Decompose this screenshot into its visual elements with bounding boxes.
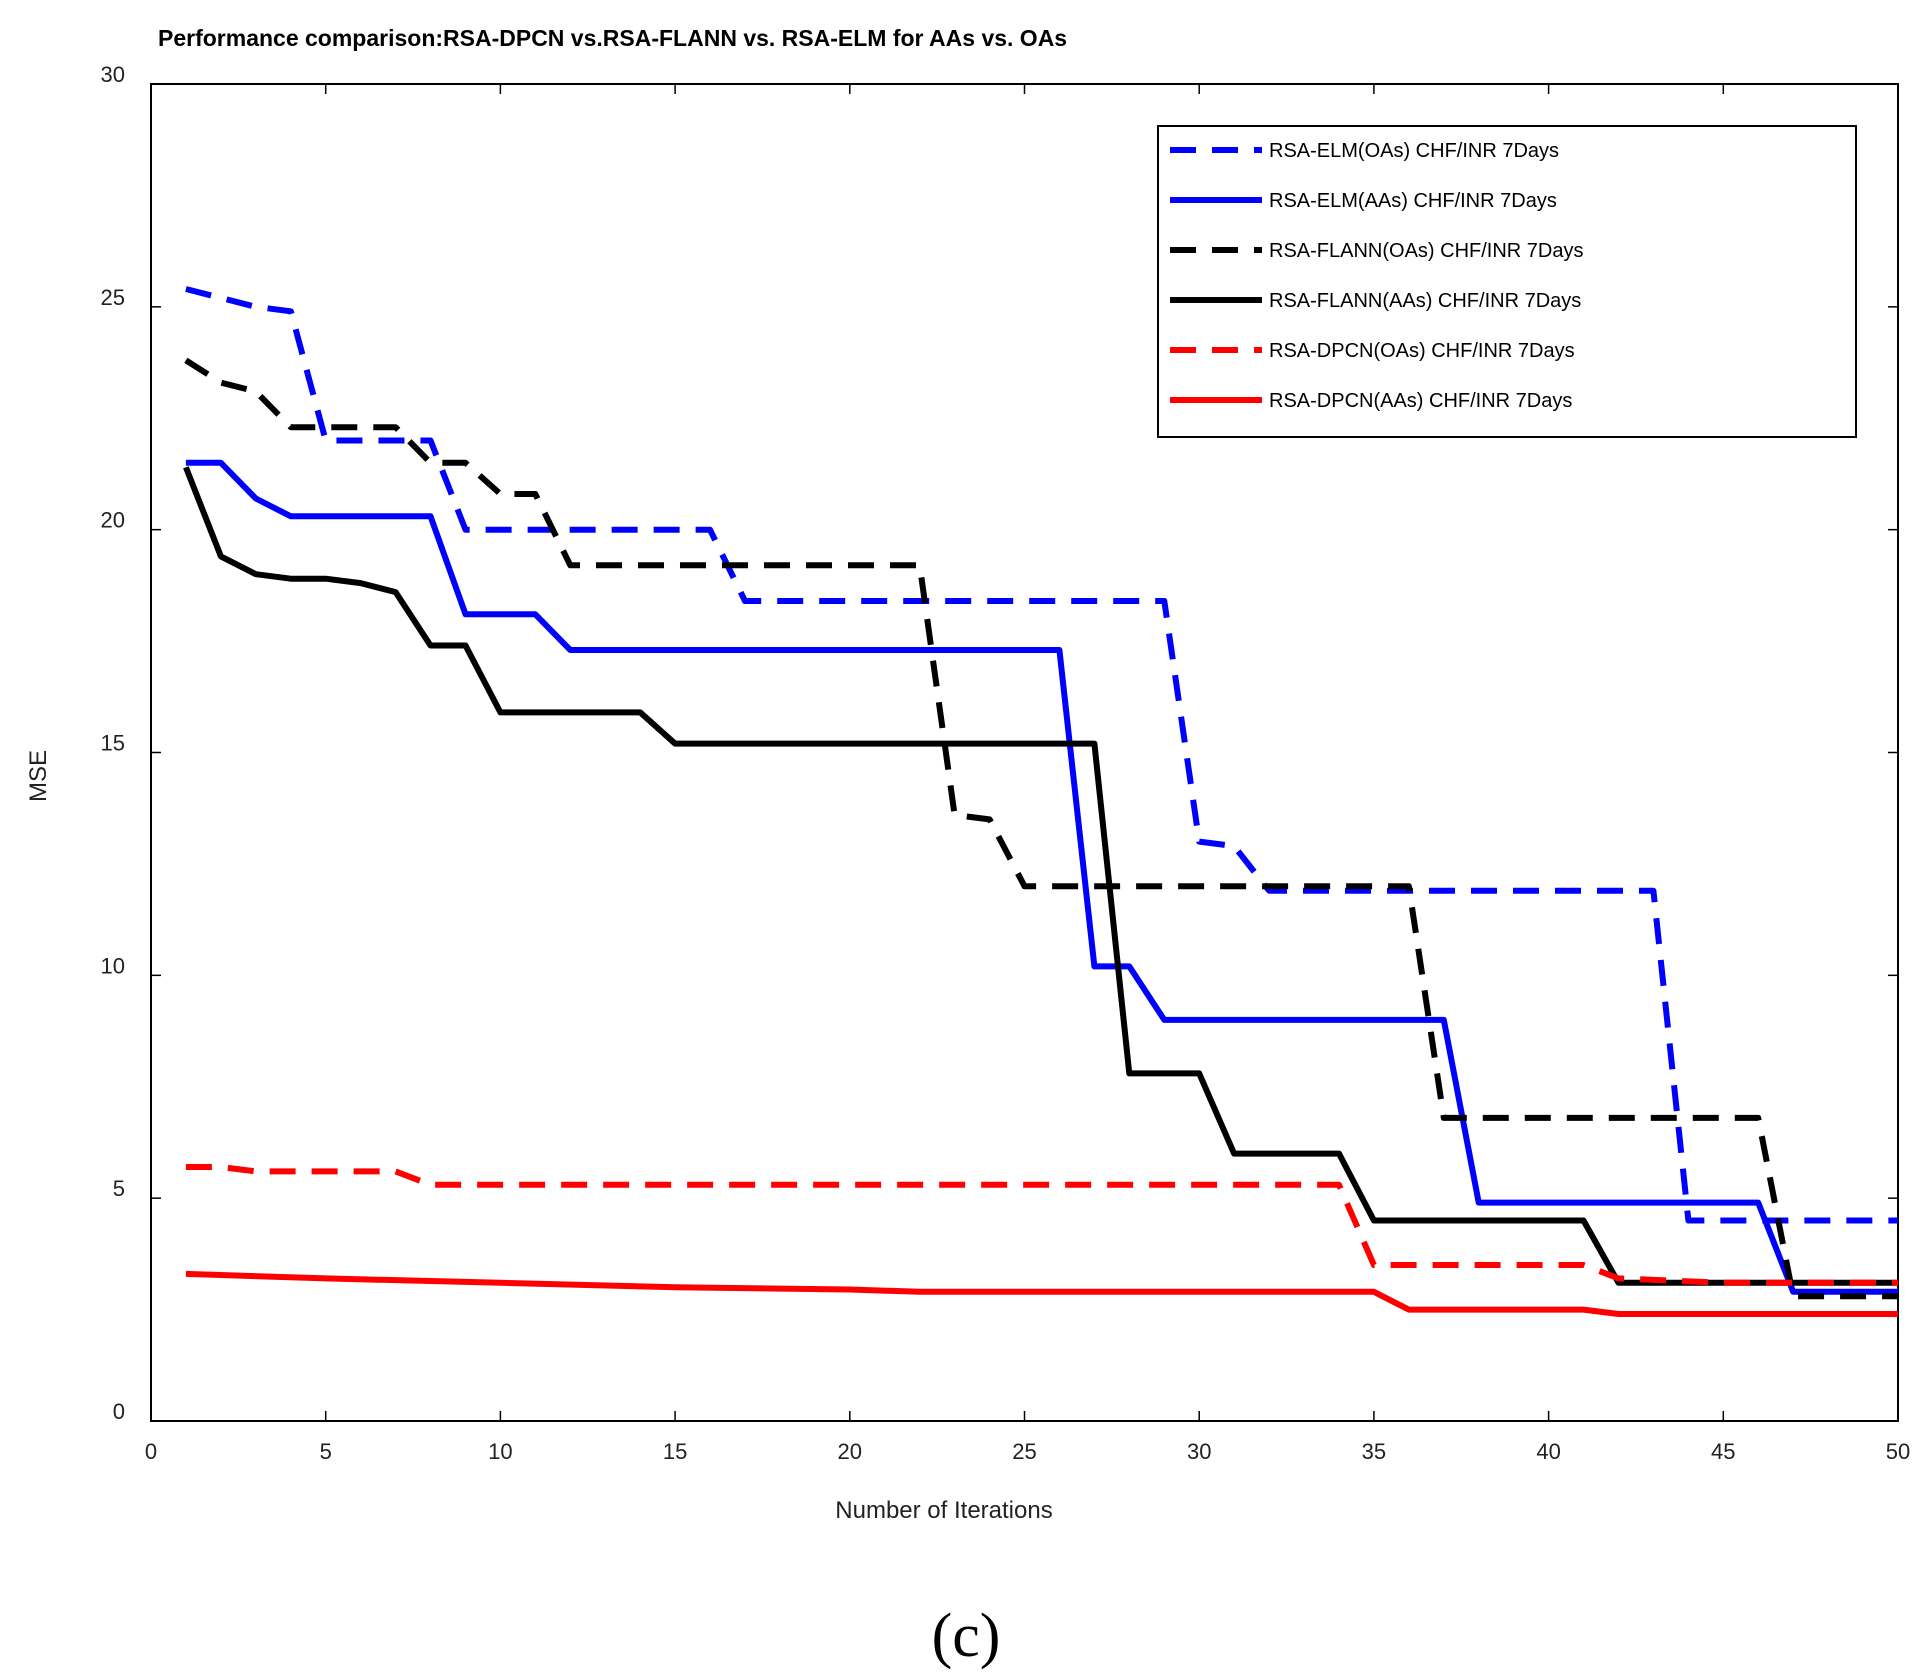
series-line-rsa-dpcn-aas-chf-inr-7days (185, 1270, 1898, 1317)
y-tick-label: 15 (101, 731, 125, 756)
x-tick-label: 40 (1536, 1439, 1560, 1464)
series-line-rsa-flann-aas-chf-inr-7days (183, 466, 1898, 1286)
legend-label-rsa-flann-oas-chf-inr-7days: RSA-FLANN(OAs) CHF/INR 7Days (1269, 240, 1583, 262)
series-lines (183, 286, 1898, 1317)
series-line-rsa-dpcn-oas-chf-inr-7days (185, 1164, 1898, 1286)
x-tick-label: 25 (1012, 1439, 1036, 1464)
x-tick-label: 15 (663, 1439, 687, 1464)
legend-box (1157, 125, 1857, 438)
axis-ticks: 0 5 10 15 20 25 30 35 40 45 50 0 5 10 15 20 25 30 (101, 62, 1911, 1464)
series-line-rsa-elm-aas-chf-inr-7days (185, 459, 1898, 1295)
x-tick-label: 0 (145, 1439, 157, 1464)
y-tick-label: 20 (101, 508, 125, 533)
x-tick-label: 45 (1711, 1439, 1735, 1464)
y-tick-label: 5 (113, 1176, 125, 1201)
x-tick-label: 30 (1187, 1439, 1211, 1464)
y-tick-label: 25 (101, 285, 125, 310)
y-tick-label: 30 (101, 62, 125, 87)
series-line-rsa-flann-oas-chf-inr-7days (184, 357, 1898, 1300)
legend-label-rsa-dpcn-oas-chf-inr-7days: RSA-DPCN(OAs) CHF/INR 7Days (1269, 340, 1575, 362)
figure-caption: (c) (932, 1602, 1001, 1670)
x-axis-label: Number of Iterations (835, 1497, 1052, 1524)
series-line-rsa-elm-oas-chf-inr-7days (185, 286, 1898, 1224)
y-axis-label: MSE (25, 750, 52, 802)
legend-entries: RSA-ELM(OAs) CHF/INR 7Days RSA-ELM(AAs) C… (1170, 140, 1583, 412)
legend-label-rsa-flann-aas-chf-inr-7days: RSA-FLANN(AAs) CHF/INR 7Days (1269, 290, 1581, 312)
x-tick-label: 10 (488, 1439, 512, 1464)
legend-label-rsa-dpcn-aas-chf-inr-7days: RSA-DPCN(AAs) CHF/INR 7Days (1269, 390, 1572, 412)
legend-label-rsa-elm-oas-chf-inr-7days: RSA-ELM(OAs) CHF/INR 7Days (1269, 140, 1559, 162)
chart-title: Performance comparison:RSA-DPCN vs.RSA-F… (158, 25, 1067, 51)
y-tick-label: 0 (113, 1399, 125, 1424)
x-tick-label: 35 (1362, 1439, 1386, 1464)
x-tick-label: 5 (320, 1439, 332, 1464)
y-tick-label: 10 (101, 953, 125, 978)
x-tick-label: 50 (1886, 1439, 1910, 1464)
legend: RSA-ELM(OAs) CHF/INR 7Days RSA-ELM(AAs) C… (1157, 125, 1857, 438)
x-tick-label: 20 (838, 1439, 862, 1464)
legend-label-rsa-elm-aas-chf-inr-7days: RSA-ELM(AAs) CHF/INR 7Days (1269, 190, 1557, 212)
